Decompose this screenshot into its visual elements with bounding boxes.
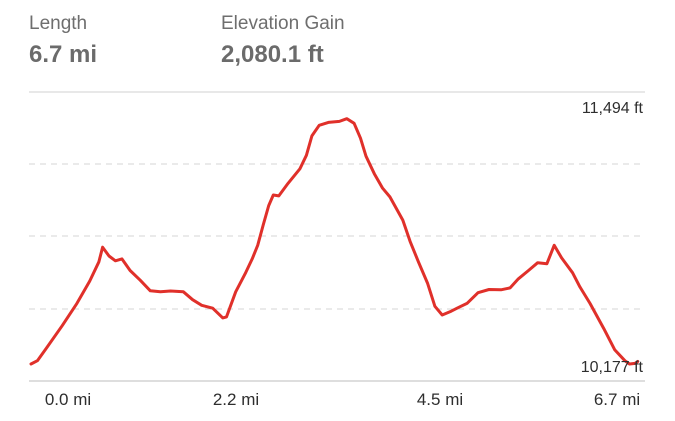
length-stat: Length 6.7 mi — [29, 12, 97, 70]
x-tick-label: 0.0 mi — [45, 390, 91, 409]
length-value: 6.7 mi — [29, 41, 98, 68]
grid-layer — [29, 91, 645, 382]
label-layer: 11,494 ft 10,177 ft 0.0 mi 2.2 mi 4.5 mi 6.7 … — [45, 100, 644, 409]
elevation-gain-label: Elevation Gain — [221, 13, 345, 34]
x-tick-label: 6.7 mi — [594, 390, 640, 409]
line-layer — [29, 117, 640, 366]
x-tick-label: 4.5 mi — [417, 390, 463, 409]
elevation-line — [29, 117, 640, 366]
elevation-gain-value: 2,080.1 ft — [221, 41, 324, 68]
min-elevation-label: 10,177 ft — [581, 359, 644, 376]
elevation-gain-stat: Elevation Gain 2,080.1 ft — [221, 12, 345, 70]
max-elevation-label: 11,494 ft — [582, 100, 644, 117]
x-tick-label: 2.2 mi — [213, 390, 259, 409]
length-label: Length — [29, 13, 88, 34]
